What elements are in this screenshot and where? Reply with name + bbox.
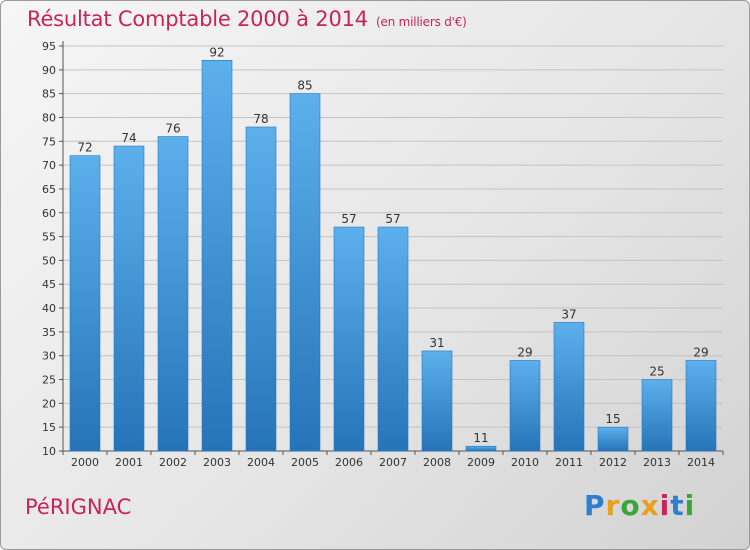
y-tick-label: 50 (42, 254, 56, 267)
bar-2001 (113, 145, 145, 452)
value-label-2007: 57 (385, 212, 400, 226)
y-tick-label: 15 (42, 421, 56, 434)
y-tick-label: 80 (42, 111, 56, 124)
commune-name: PéRIGNAC (25, 495, 132, 519)
value-label-2004: 78 (253, 112, 268, 126)
y-tick-label: 70 (42, 159, 56, 172)
value-label-2006: 57 (341, 212, 356, 226)
x-tick-label-2006: 2006 (335, 456, 363, 469)
bars (69, 59, 717, 452)
x-tick-label-2007: 2007 (379, 456, 407, 469)
x-tick-label-2009: 2009 (467, 456, 495, 469)
y-tick-label: 95 (42, 40, 56, 53)
logo-letter: P (584, 489, 606, 522)
x-axis: 2000 2001 2002 2003 2004 2005 2006 2007 2008 2009… (62, 451, 724, 469)
x-tick-label-2004: 2004 (247, 456, 275, 469)
y-tick-label: 45 (42, 278, 56, 291)
bar-2002 (157, 136, 189, 452)
logo-letter: i (684, 489, 696, 522)
y-tick-label: 35 (42, 326, 56, 339)
bar-2008 (421, 350, 453, 452)
y-tick-label: 85 (42, 88, 56, 101)
x-tick-label-2003: 2003 (203, 456, 231, 469)
y-tick-label: 25 (42, 374, 56, 387)
x-tick-label-2008: 2008 (423, 456, 451, 469)
logo-letter: r (605, 489, 621, 522)
value-label-2008: 31 (429, 336, 444, 350)
value-label-2003: 92 (209, 45, 224, 59)
logo-letter: i (659, 489, 671, 522)
value-label-2005: 85 (297, 79, 312, 93)
x-tick-label-2002: 2002 (159, 456, 187, 469)
y-tick-label: 55 (42, 231, 56, 244)
y-tick-label: 75 (42, 135, 56, 148)
y-tick-label: 40 (42, 302, 56, 315)
bar-2006 (333, 226, 365, 452)
value-label-2001: 74 (121, 131, 136, 145)
value-label-2011: 37 (561, 307, 576, 321)
y-tick-label: 65 (42, 183, 56, 196)
y-tick-label: 60 (42, 207, 56, 220)
value-label-2012: 15 (605, 412, 620, 426)
chart-subtitle: (en milliers d'€) (375, 15, 467, 29)
x-tick-label-2005: 2005 (291, 456, 319, 469)
bar-2010 (509, 360, 541, 452)
logo-letter: o (620, 489, 641, 522)
value-label-2010: 29 (517, 345, 532, 359)
bar-2013 (641, 379, 673, 452)
bar-2000 (69, 155, 101, 452)
y-tick-label: 20 (42, 397, 56, 410)
value-label-2002: 76 (165, 122, 180, 136)
bar-2009 (465, 445, 497, 452)
value-label-2013: 25 (649, 365, 664, 379)
bar-2007 (377, 226, 409, 452)
x-tick-label-2010: 2010 (511, 456, 539, 469)
bar-2004 (245, 126, 277, 452)
y-tick-label: 10 (42, 445, 56, 458)
bar-2014 (685, 360, 717, 452)
bar-2011 (553, 322, 585, 452)
logo-letter: t (670, 489, 685, 522)
x-tick-label-2001: 2001 (115, 456, 143, 469)
value-label-2009: 11 (473, 431, 488, 445)
proxiti-logo: Proxiti (584, 489, 695, 522)
value-label-2014: 29 (693, 345, 708, 359)
y-tick-label: 30 (42, 350, 56, 363)
bar-2005 (289, 93, 321, 452)
x-tick-label-2013: 2013 (643, 456, 671, 469)
bar-2012 (597, 426, 629, 452)
y-tick-label: 90 (42, 64, 56, 77)
chart-title: Résultat Comptable 2000 à 2014 (en millie… (27, 7, 467, 31)
x-tick-label-2012: 2012 (599, 456, 627, 469)
value-labels: 72 74 76 92 78 85 57 57 31 11 29 37 15 25 29 (77, 45, 708, 445)
bar-2003 (201, 59, 233, 452)
title-text: Résultat Comptable 2000 à 2014 (27, 7, 368, 31)
x-tick-label-2011: 2011 (555, 456, 583, 469)
value-label-2000: 72 (77, 141, 92, 155)
logo-letter: x (640, 489, 660, 522)
x-tick-label-2014: 2014 (687, 456, 715, 469)
x-tick-label-2000: 2000 (71, 456, 99, 469)
